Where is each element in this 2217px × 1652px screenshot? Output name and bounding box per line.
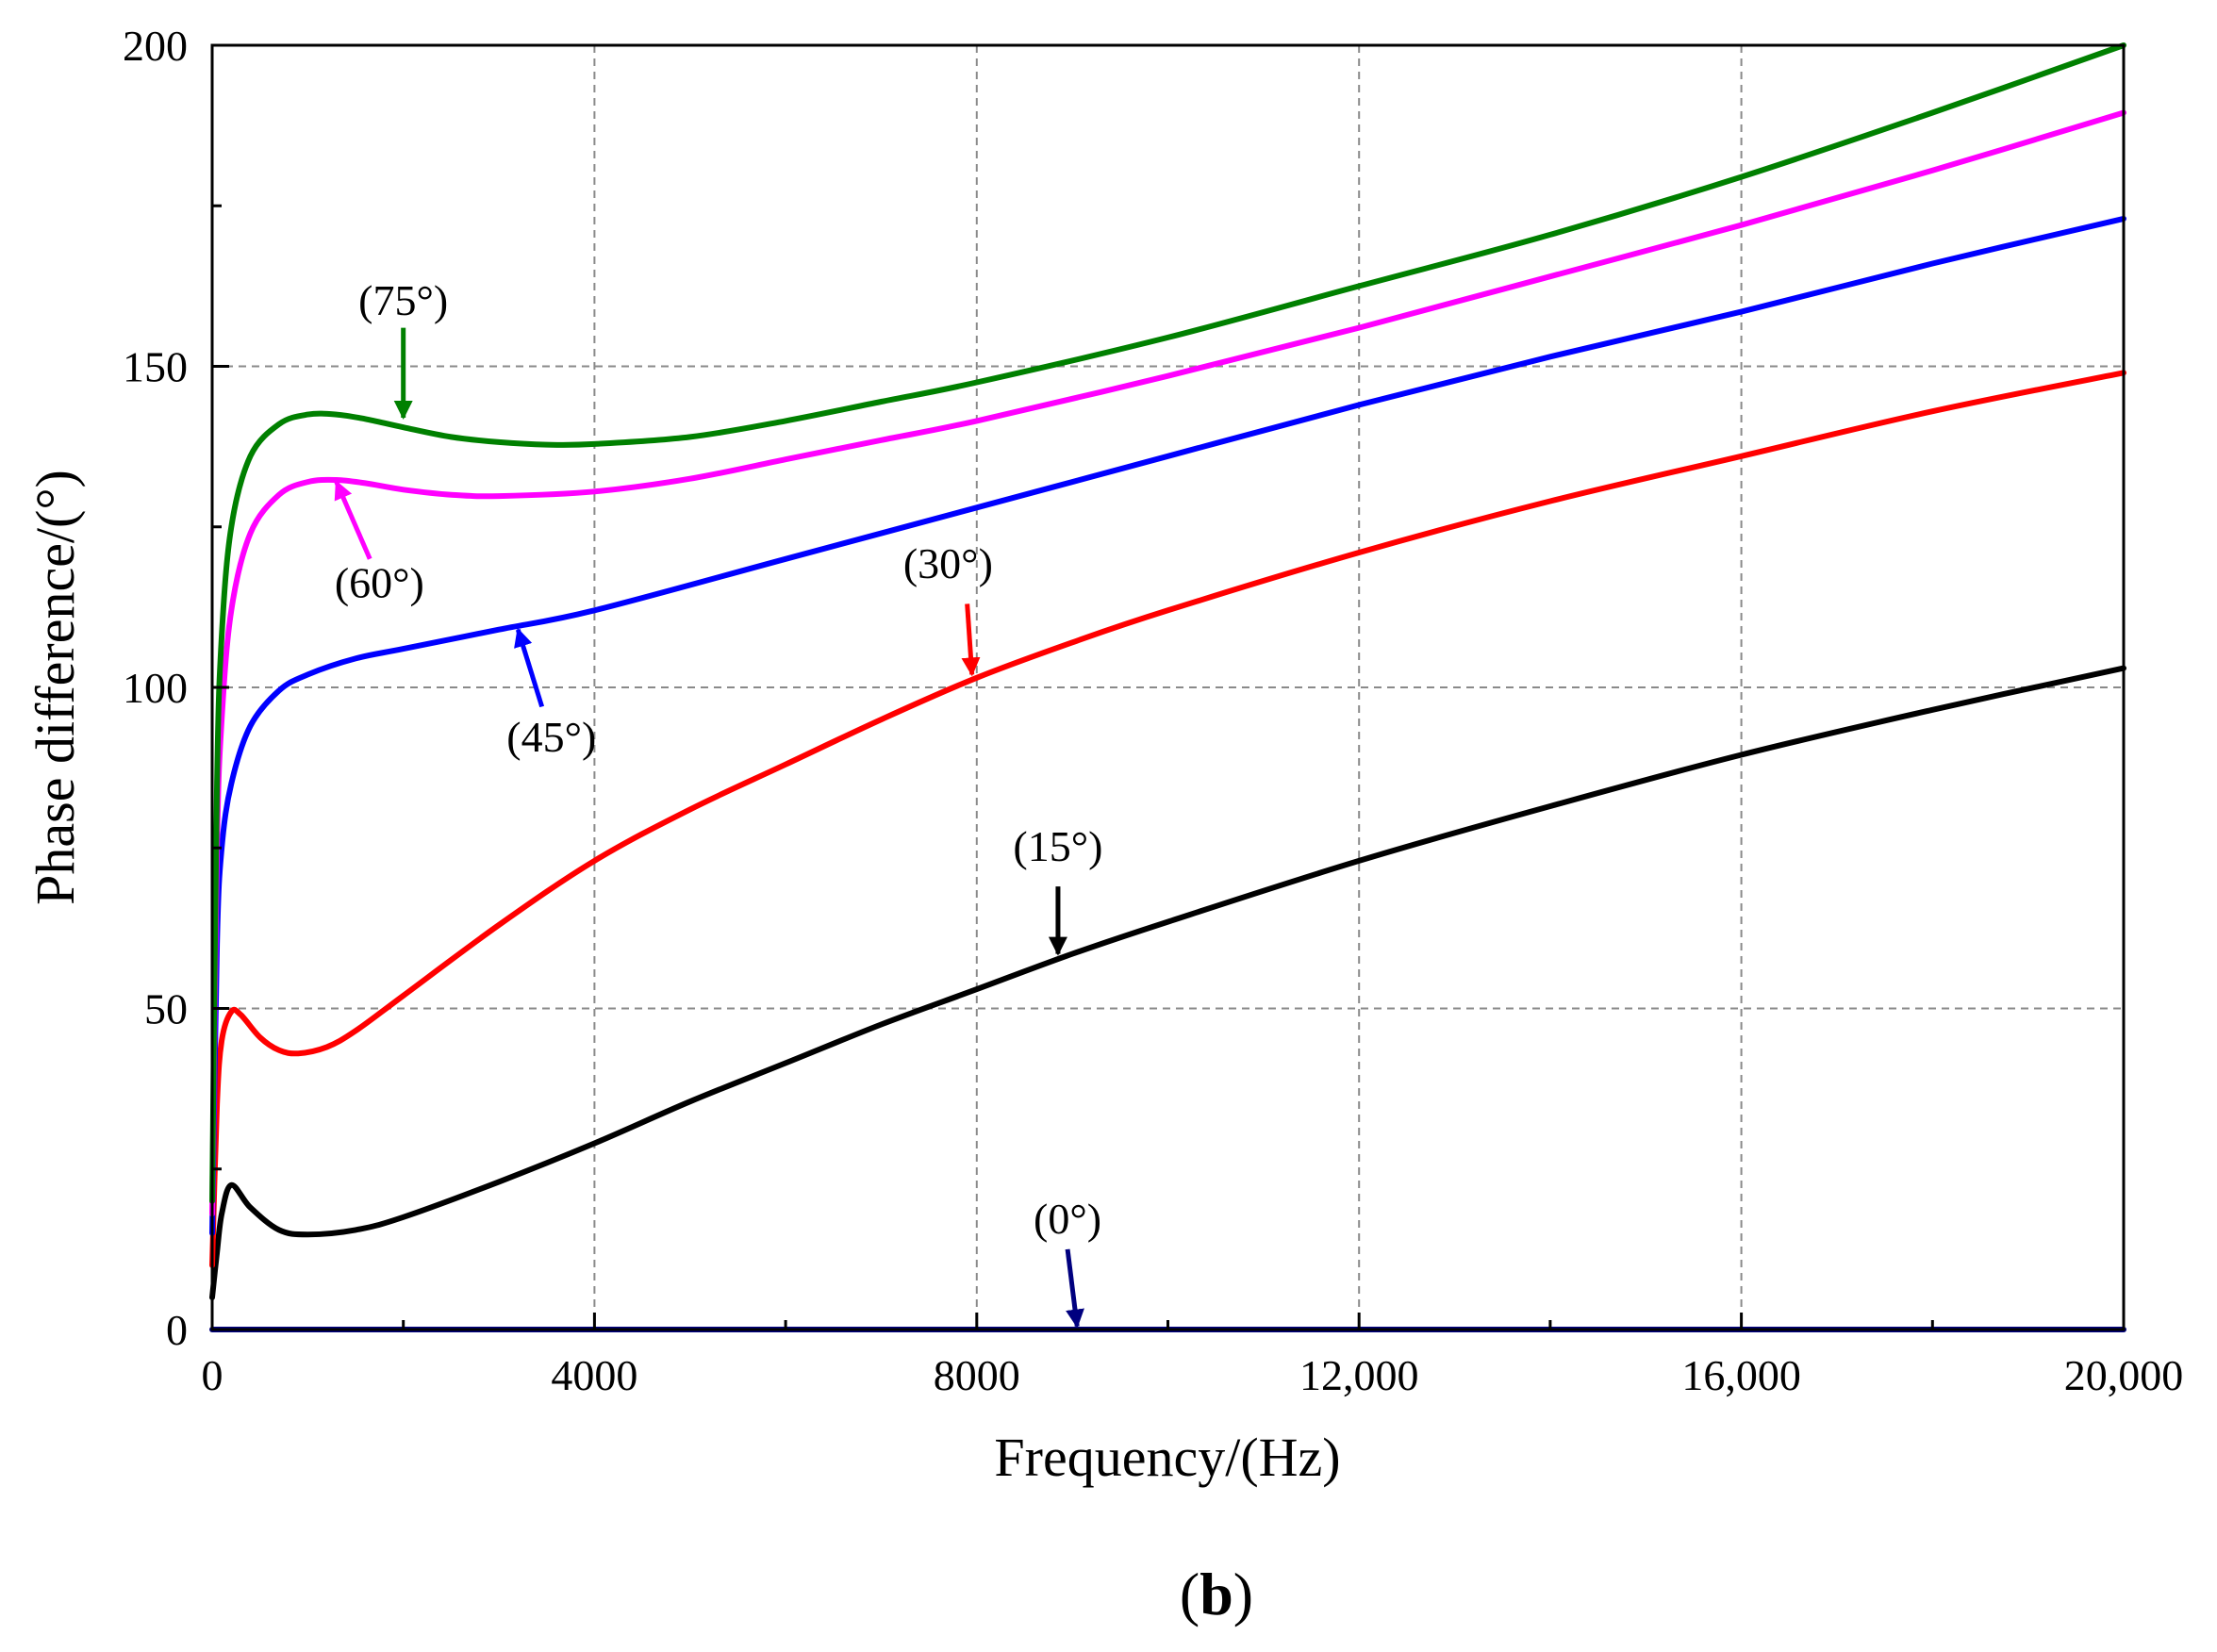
x-axis-label: Frequency/(Hz)	[994, 1427, 1340, 1488]
annotation-label: (30°)	[903, 539, 993, 587]
annotation-arrow	[1065, 1248, 1084, 1329]
x-tick-label: 0	[202, 1351, 223, 1399]
annotation-arrow	[514, 627, 545, 708]
x-tick-label: 16,000	[1681, 1351, 1801, 1399]
y-tick-label: 50	[144, 985, 188, 1033]
y-tick-label: 150	[123, 343, 188, 391]
x-tick-label: 8000	[934, 1351, 1020, 1399]
annotation-arrow	[334, 480, 372, 560]
annotation-arrow	[961, 603, 981, 677]
y-tick-label: 200	[123, 22, 188, 70]
series-line-45deg	[209, 215, 2126, 1236]
x-tick-label: 12,000	[1299, 1351, 1419, 1399]
panel-label: (b)	[1180, 1561, 1253, 1627]
annotation-label: (60°)	[335, 559, 424, 607]
axis-ticks: 0 4000 8000 12,000 16,000 20,000 0 50 100 150 200	[123, 22, 2183, 1399]
annotation-label: (75°)	[358, 276, 448, 324]
grid-lines	[212, 45, 2124, 1330]
x-tick-label: 4000	[551, 1351, 637, 1399]
annotation-label: (45°)	[506, 713, 596, 761]
series-line-60deg	[209, 109, 2126, 1217]
y-axis-label: Phase difference/(°)	[25, 470, 86, 905]
y-tick-label: 100	[123, 664, 188, 712]
series-line-15deg	[209, 665, 2126, 1300]
series-line-30deg	[209, 370, 2126, 1268]
curve-annotations: (75°) (60°) (45°) (30°) (15°) (0°)	[334, 276, 1102, 1329]
series-line-75deg	[209, 42, 2126, 1204]
y-tick-label: 0	[166, 1306, 188, 1354]
annotation-label: (15°)	[1013, 822, 1102, 870]
annotation-label: (0°)	[1034, 1195, 1101, 1243]
x-tick-label: 20,000	[2064, 1351, 2184, 1399]
